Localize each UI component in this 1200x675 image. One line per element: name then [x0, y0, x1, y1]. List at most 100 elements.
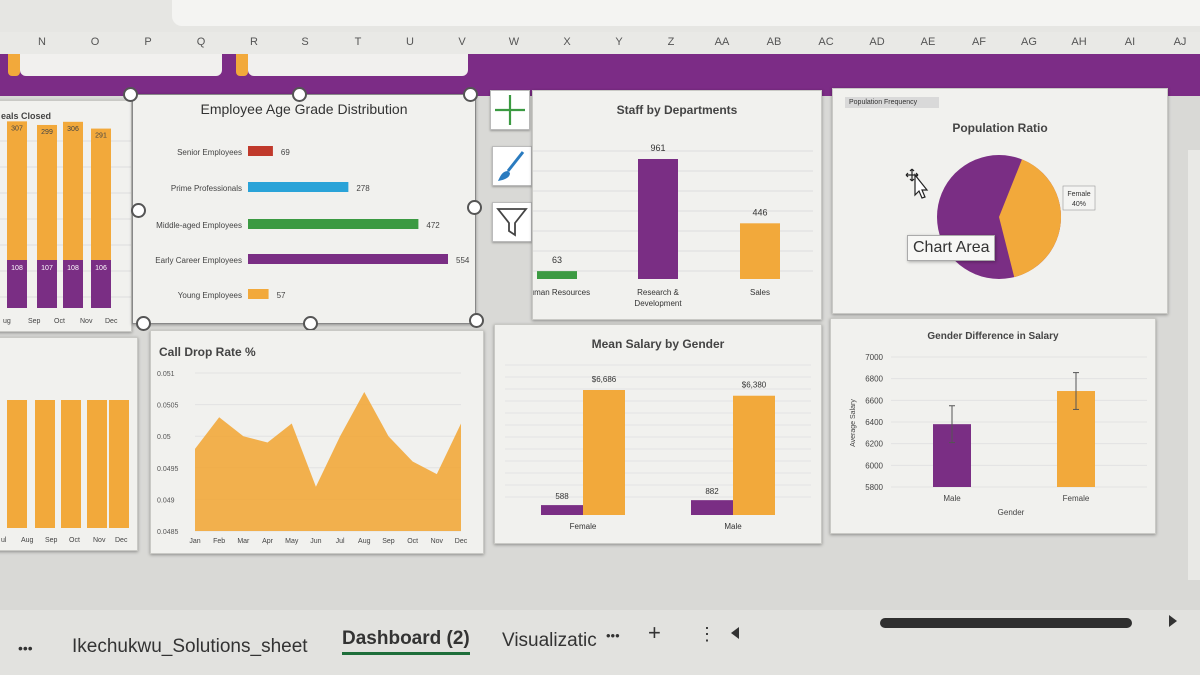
dept-category-label: Research & [637, 288, 679, 297]
chart-filters-button[interactable] [492, 202, 532, 242]
deals-closed-chart[interactable]: eals Closed 307 108 299 107 306 108 291 106 ug Se… [0, 100, 132, 332]
gender-y-tick: 6400 [865, 418, 883, 427]
resize-handle-tl[interactable] [123, 87, 138, 102]
plus-icon [495, 95, 525, 125]
pie-callout-value: 40% [1072, 201, 1086, 208]
left-bottom-x-label: Oct [69, 537, 80, 544]
tab-ikechukwu-solutions-sheet[interactable]: Ikechukwu_Solutions_sheet [72, 636, 308, 657]
chart-elements-button[interactable] [490, 90, 530, 130]
column-header-ae[interactable]: AE [920, 36, 936, 48]
scroll-left-icon[interactable] [728, 626, 742, 640]
drop-x-label: Jan [189, 538, 200, 545]
population-pie: Female 40% [937, 155, 1096, 279]
column-header-q[interactable]: Q [196, 36, 206, 48]
column-header-ab[interactable]: AB [766, 36, 782, 48]
column-header-af[interactable]: AF [971, 36, 987, 48]
staff-departments-plot: 63 Human Resources 961 Research & Developmen… [533, 143, 813, 308]
column-header-r[interactable]: R [250, 36, 258, 48]
drop-area [195, 391, 461, 531]
column-header-w[interactable]: W [508, 36, 520, 48]
column-header-v[interactable]: V [458, 36, 466, 48]
formula-bar[interactable] [172, 0, 1200, 26]
column-header-t[interactable]: T [354, 36, 362, 48]
deals-bar-bottom [37, 260, 57, 308]
vertical-scrollbar[interactable] [1188, 150, 1200, 580]
drop-x-label: Jun [310, 538, 321, 545]
salary-category-label: Male [724, 522, 742, 531]
column-header-z[interactable]: Z [667, 36, 675, 48]
mean-salary-chart[interactable]: Mean Salary by Gender 588 $6,686 Female 882… [494, 324, 822, 544]
column-header-ai[interactable]: AI [1124, 36, 1136, 48]
column-header-s[interactable]: S [301, 36, 309, 48]
left-bottom-bar [7, 400, 27, 528]
age-grade-chart[interactable]: Employee Age Grade Distribution Senior E… [132, 94, 476, 324]
dept-category-label: Human Resources [533, 288, 590, 297]
column-header-n[interactable]: N [38, 36, 46, 48]
population-frequency-tag: Population Frequency [845, 97, 939, 108]
resize-handle-bm[interactable] [303, 316, 318, 331]
resize-handle-ml[interactable] [131, 203, 146, 218]
drop-x-label: Mar [237, 538, 250, 545]
header-card-2 [248, 54, 468, 76]
deals-bottom-label: 106 [95, 265, 107, 272]
resize-handle-mr[interactable] [467, 200, 482, 215]
left-bottom-plot: ul Aug Sep Oct Nov Dec [1, 400, 129, 544]
resize-handle-bl[interactable] [136, 316, 151, 331]
column-header-y[interactable]: Y [615, 36, 623, 48]
salary-count-label: 588 [555, 492, 569, 501]
gender-difference-title: Gender Difference in Salary [927, 331, 1059, 342]
dept-bar [638, 159, 678, 279]
sheet-options-button[interactable]: ⋮ [698, 624, 716, 644]
staff-departments-chart[interactable]: Staff by Departments 63 Human Resources 96… [532, 90, 822, 320]
resize-handle-tr[interactable] [463, 87, 478, 102]
gender-y-tick: 6000 [865, 461, 883, 470]
call-drop-plot: 0.051 0.0505 0.05 0.0495 0.049 0.0485 Jan Feb Ma… [157, 371, 468, 545]
drop-y-tick: 0.049 [157, 497, 175, 504]
chart-styles-button[interactable] [492, 146, 532, 186]
gender-difference-chart[interactable]: Gender Difference in Salary 7000 6800 6600… [830, 318, 1156, 534]
left-bottom-chart[interactable]: ul Aug Sep Oct Nov Dec [0, 337, 138, 551]
chart-area-tooltip: Chart Area [907, 235, 996, 261]
column-header-p[interactable]: P [144, 36, 152, 48]
salary-mean-label: $6,380 [742, 381, 767, 390]
drop-x-label: Dec [455, 538, 468, 545]
population-ratio-chart[interactable]: Population Frequency Population Ratio Fe… [832, 88, 1168, 314]
sheet-list-button[interactable]: ••• [18, 640, 33, 656]
header-accent-mid [236, 54, 248, 76]
deals-top-label: 307 [11, 125, 23, 132]
resize-handle-br[interactable] [469, 313, 484, 328]
column-header-aj[interactable]: AJ [1173, 36, 1187, 48]
header-accent-left [8, 54, 20, 76]
tab-dashboard-2[interactable]: Dashboard (2) [342, 628, 470, 655]
column-header-u[interactable]: U [406, 36, 414, 48]
more-sheets-button[interactable]: ••• [606, 628, 620, 643]
move-cursor-icon [905, 168, 929, 199]
dept-value-label: 63 [552, 255, 562, 265]
column-header-aa[interactable]: AA [714, 36, 730, 48]
left-bottom-bar [35, 400, 55, 528]
column-header-o[interactable]: O [90, 36, 100, 48]
gender-y-tick: 6200 [865, 440, 883, 449]
filter-icon [496, 208, 528, 237]
deals-bottom-label: 108 [11, 265, 23, 272]
age-value-label: 57 [277, 291, 286, 300]
scroll-right-icon[interactable] [1166, 614, 1180, 628]
dept-bar [740, 223, 780, 279]
dept-category-label-line2: Development [634, 299, 682, 308]
deals-bar-top [7, 121, 27, 260]
age-value-label: 554 [456, 256, 470, 265]
column-header-ag[interactable]: AG [1021, 36, 1037, 48]
call-drop-chart[interactable]: Call Drop Rate % 0.051 0.0505 0.05 0.0495 0.… [150, 330, 484, 554]
horizontal-scrollbar-thumb[interactable] [880, 618, 1132, 628]
resize-handle-tm[interactable] [292, 87, 307, 102]
column-header-x[interactable]: X [563, 36, 571, 48]
salary-mean-bar [733, 395, 775, 515]
tab-visualization[interactable]: Visualizatic [502, 630, 597, 651]
column-header-ah[interactable]: AH [1071, 36, 1087, 48]
column-header-ac[interactable]: AC [818, 36, 834, 48]
deals-x-label: Oct [54, 318, 65, 325]
add-sheet-button[interactable]: + [648, 620, 661, 645]
column-header-ad[interactable]: AD [869, 36, 885, 48]
deals-bar-bottom [91, 260, 111, 308]
drop-x-label: Sep [382, 538, 395, 545]
